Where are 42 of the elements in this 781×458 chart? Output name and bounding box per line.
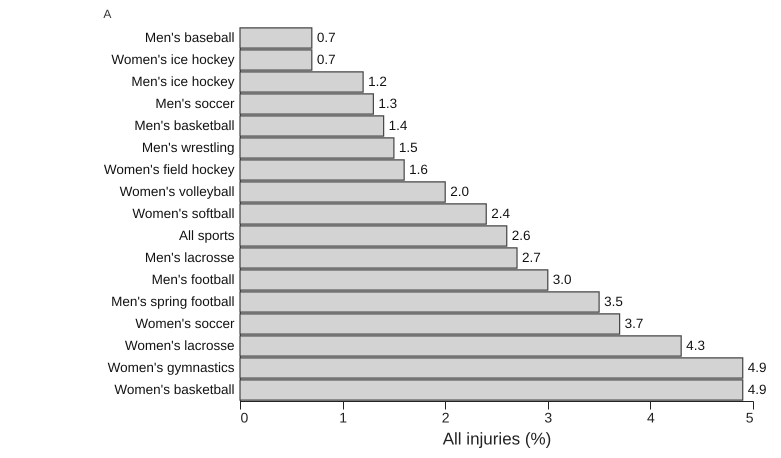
y-tick-label: Men's soccer [155, 96, 235, 111]
data-label: 0.7 [316, 52, 336, 67]
data-label: 4.9 [748, 382, 767, 397]
y-tick-label: Women's softball [132, 206, 234, 221]
x-tick-label: 3 [544, 410, 552, 426]
data-label: 1.3 [378, 96, 398, 111]
y-tick-label: Men's basketball [134, 118, 234, 133]
x-tick-label: 2 [442, 410, 450, 426]
data-label: 1.2 [368, 74, 387, 89]
data-label: 0.7 [316, 30, 336, 45]
y-tick-label: Women's volleyball [120, 184, 234, 199]
x-tick-label: 4 [647, 410, 655, 426]
y-tick-label: Women's soccer [135, 316, 236, 331]
x-tick-label: 5 [746, 410, 754, 426]
data-label: 3.0 [552, 272, 572, 287]
y-tick-label: Women's ice hockey [111, 52, 235, 67]
data-label: 1.5 [398, 140, 418, 155]
data-label: 3.7 [624, 316, 644, 331]
y-tick-label: Men's baseball [144, 30, 234, 45]
x-tick-label: 0 [240, 410, 248, 426]
data-label: 4.3 [686, 338, 705, 353]
data-label: 1.4 [388, 118, 408, 133]
data-label: 2.6 [512, 228, 531, 243]
data-label: 2.0 [450, 184, 469, 199]
data-label: 2.7 [522, 250, 541, 265]
text: A [103, 7, 112, 21]
y-tick-label: Men's spring football [111, 294, 234, 309]
y-tick-label: All sports [178, 228, 235, 243]
y-tick-label: Men's lacrosse [144, 250, 234, 265]
y-tick-label: Women's lacrosse [124, 338, 234, 353]
data-label: 2.4 [491, 206, 510, 221]
data-label: 3.5 [604, 294, 623, 309]
x-tick-label: 1 [339, 410, 348, 426]
y-tick-label: Women's basketball [114, 382, 234, 397]
y-tick-label: Men's football [152, 272, 234, 287]
x-axis-title: All injuries (%) [442, 430, 552, 448]
y-tick-label: Women's gymnastics [108, 360, 235, 375]
y-tick-label: Men's wrestling [142, 140, 234, 155]
y-tick-label: Men's ice hockey [131, 74, 235, 89]
data-label: 4.9 [748, 360, 767, 375]
data-label: 1.6 [409, 162, 428, 177]
y-tick-label: Women's field hockey [104, 162, 235, 177]
